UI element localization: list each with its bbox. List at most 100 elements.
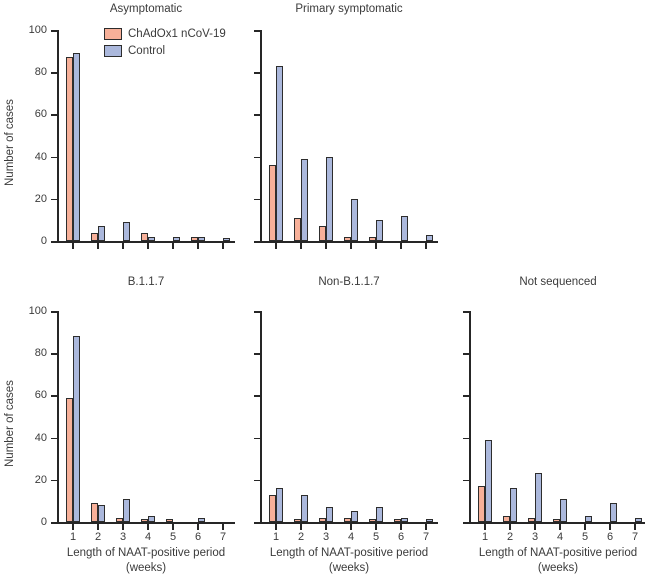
x-axis-title-line1-not-sequenced: Length of NAAT-positive period bbox=[478, 547, 638, 559]
y-tick-not-sequenced bbox=[463, 311, 469, 313]
y-tick-primary-symptomatic bbox=[254, 198, 260, 201]
x-tick-label-b-1-1-7: 7 bbox=[219, 531, 227, 543]
x-axis-non-b-1-1-7 bbox=[260, 522, 438, 524]
x-tick-b-1-1-7 bbox=[72, 523, 74, 530]
legend: ChAdOx1 nCoV-19 Control bbox=[104, 25, 226, 59]
bar-control-not-sequenced-week-2 bbox=[509, 488, 517, 522]
y-tick-asymptomatic bbox=[51, 156, 57, 159]
x-tick-b-1-1-7 bbox=[122, 523, 124, 530]
x-tick-primary-symptomatic bbox=[350, 242, 352, 249]
control-swatch-icon bbox=[104, 44, 122, 57]
x-tick-label-non-b-1-1-7: 5 bbox=[372, 531, 380, 543]
y-tick-not-sequenced bbox=[463, 479, 469, 482]
x-tick-b-1-1-7 bbox=[197, 523, 199, 530]
y-tick-b-1-1-7 bbox=[51, 479, 57, 482]
x-axis-title-line1-b-1-1-7: Length of NAAT-positive period bbox=[66, 547, 226, 559]
x-tick-label-not-sequenced: 7 bbox=[631, 531, 639, 543]
x-axis-title-line2-non-b-1-1-7: (weeks) bbox=[328, 562, 370, 574]
x-tick-label-not-sequenced: 6 bbox=[606, 531, 614, 543]
x-tick-non-b-1-1-7 bbox=[425, 523, 427, 530]
x-tick-non-b-1-1-7 bbox=[325, 523, 327, 530]
y-tick-label-b-1-1-7: 100 bbox=[28, 305, 47, 317]
x-axis-primary-symptomatic bbox=[260, 241, 438, 243]
x-tick-b-1-1-7 bbox=[147, 523, 149, 530]
y-tick-label-asymptomatic: 40 bbox=[34, 150, 47, 163]
panel-title-non-b-1-1-7: Non-B.1.1.7 bbox=[318, 276, 380, 288]
legend-entry-chadox: ChAdOx1 nCoV-19 bbox=[104, 25, 226, 42]
y-tick-primary-symptomatic bbox=[254, 72, 260, 74]
x-tick-label-non-b-1-1-7: 3 bbox=[322, 531, 330, 543]
x-axis-title-line2-not-sequenced: (weeks) bbox=[537, 562, 579, 574]
x-tick-non-b-1-1-7 bbox=[300, 523, 302, 530]
bar-control-asymptomatic-week-3 bbox=[122, 222, 130, 241]
x-tick-asymptomatic bbox=[97, 242, 99, 249]
y-tick-non-b-1-1-7 bbox=[254, 522, 260, 524]
x-tick-label-b-1-1-7: 5 bbox=[169, 531, 177, 543]
bar-control-primary-symptomatic-week-4 bbox=[350, 199, 358, 241]
chadox-swatch-icon bbox=[104, 27, 122, 40]
bar-control-non-b-1-1-7-week-3 bbox=[325, 507, 333, 522]
x-tick-primary-symptomatic bbox=[300, 242, 302, 249]
y-tick-b-1-1-7 bbox=[51, 395, 57, 397]
legend-label-control: Control bbox=[128, 44, 166, 57]
x-tick-not-sequenced bbox=[609, 523, 611, 530]
x-tick-non-b-1-1-7 bbox=[375, 523, 377, 530]
y-tick-asymptomatic bbox=[51, 114, 57, 116]
y-axis-title-asymptomatic: Number of cases bbox=[4, 98, 16, 186]
x-tick-asymptomatic bbox=[197, 242, 199, 249]
x-tick-not-sequenced bbox=[509, 523, 511, 530]
x-tick-label-b-1-1-7: 6 bbox=[194, 531, 202, 543]
x-tick-non-b-1-1-7 bbox=[275, 523, 277, 530]
x-tick-asymptomatic bbox=[172, 242, 174, 249]
y-axis-b-1-1-7 bbox=[57, 311, 59, 524]
legend-entry-control: Control bbox=[104, 42, 226, 59]
y-tick-b-1-1-7 bbox=[51, 353, 57, 355]
y-tick-primary-symptomatic bbox=[254, 114, 260, 116]
y-tick-not-sequenced bbox=[463, 437, 469, 440]
x-tick-primary-symptomatic bbox=[425, 242, 427, 249]
y-axis-title-b-1-1-7: Number of cases bbox=[4, 379, 16, 467]
x-tick-label-b-1-1-7: 2 bbox=[94, 531, 102, 543]
y-tick-primary-symptomatic bbox=[254, 241, 260, 243]
y-tick-asymptomatic bbox=[51, 198, 57, 201]
y-axis-not-sequenced bbox=[469, 311, 471, 524]
bar-control-asymptomatic-week-7 bbox=[222, 238, 230, 241]
bar-control-primary-symptomatic-week-6 bbox=[400, 216, 408, 241]
bar-control-non-b-1-1-7-week-5 bbox=[375, 507, 383, 522]
y-axis-primary-symptomatic bbox=[260, 30, 262, 243]
bar-control-not-sequenced-week-6 bbox=[609, 503, 617, 522]
bar-control-non-b-1-1-7-week-1 bbox=[275, 488, 283, 522]
x-tick-primary-symptomatic bbox=[400, 242, 402, 249]
bar-control-non-b-1-1-7-week-4 bbox=[350, 511, 358, 522]
bar-control-asymptomatic-week-6 bbox=[197, 237, 205, 241]
x-tick-asymptomatic bbox=[72, 242, 74, 249]
bar-control-asymptomatic-week-4 bbox=[147, 237, 155, 241]
y-tick-label-asymptomatic: 80 bbox=[34, 66, 47, 79]
bar-control-primary-symptomatic-week-3 bbox=[325, 157, 333, 241]
bar-control-not-sequenced-week-4 bbox=[559, 499, 567, 522]
y-tick-non-b-1-1-7 bbox=[254, 353, 260, 355]
panel-title-asymptomatic: Asymptomatic bbox=[109, 3, 183, 15]
y-tick-label-asymptomatic: 100 bbox=[28, 24, 47, 36]
y-tick-label-asymptomatic: 20 bbox=[34, 192, 47, 205]
x-axis-title-not-sequenced: Length of NAAT-positive period (weeks) bbox=[444, 546, 645, 576]
bar-control-b-1-1-7-week-3 bbox=[122, 499, 130, 522]
y-tick-not-sequenced bbox=[463, 522, 469, 524]
bar-control-non-b-1-1-7-week-7 bbox=[425, 519, 433, 522]
x-tick-label-not-sequenced: 1 bbox=[481, 531, 489, 543]
x-tick-label-not-sequenced: 5 bbox=[581, 531, 589, 543]
x-tick-b-1-1-7 bbox=[172, 523, 174, 530]
bar-chadox-b-1-1-7-week-5 bbox=[165, 519, 173, 522]
x-axis-title-line1-non-b-1-1-7: Length of NAAT-positive period bbox=[269, 547, 429, 559]
x-tick-b-1-1-7 bbox=[222, 523, 224, 530]
bar-control-b-1-1-7-week-2 bbox=[97, 505, 105, 522]
x-axis-b-1-1-7 bbox=[57, 522, 235, 524]
bar-control-primary-symptomatic-week-2 bbox=[300, 159, 308, 241]
y-tick-b-1-1-7 bbox=[51, 311, 57, 313]
y-tick-non-b-1-1-7 bbox=[254, 437, 260, 440]
x-axis-not-sequenced bbox=[469, 522, 645, 524]
panel-title-not-sequenced: Not sequenced bbox=[519, 276, 597, 288]
x-tick-non-b-1-1-7 bbox=[350, 523, 352, 530]
bar-control-asymptomatic-week-2 bbox=[97, 226, 105, 241]
